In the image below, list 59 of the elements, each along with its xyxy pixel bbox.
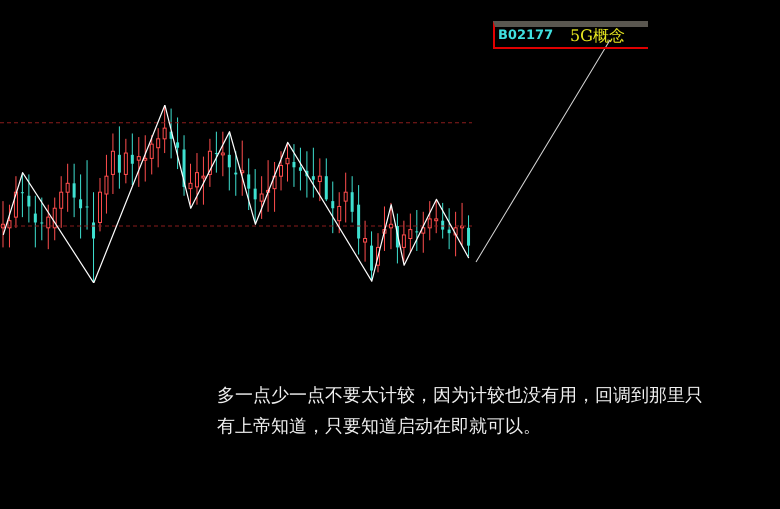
candlestick: [415, 210, 418, 252]
candlestick: [162, 105, 167, 154]
candlestick: [214, 131, 218, 174]
candlestick: [312, 147, 315, 198]
candlestick: [402, 220, 406, 262]
candlestick: [428, 200, 432, 241]
candlestick: [298, 147, 302, 191]
candlestick: [20, 172, 24, 218]
candlestick: [388, 202, 393, 250]
candlestick: [285, 142, 290, 182]
candlestick: [104, 154, 108, 214]
candlestick: [208, 138, 212, 188]
candlestick: [254, 168, 257, 223]
candlestick: [7, 204, 12, 248]
candlestick: [79, 174, 82, 239]
candlestick: [40, 197, 44, 241]
candlestick: [434, 198, 438, 234]
candlestick: [72, 163, 76, 218]
candlestick: [136, 136, 141, 188]
candlestick: [130, 132, 134, 186]
candlestick: [118, 126, 121, 190]
candlestick: [350, 176, 354, 223]
candlestick: [188, 163, 193, 206]
candlestick: [260, 176, 264, 220]
candlestick: [156, 128, 160, 168]
candlestick: [52, 197, 57, 241]
candlestick: [460, 202, 464, 246]
candlestick: [176, 116, 180, 170]
candlestick: [34, 195, 37, 248]
candlestick: [279, 150, 284, 191]
candlestick: [201, 156, 206, 206]
candlestick: [27, 174, 30, 223]
candlestick: [150, 134, 154, 175]
candlestick: [363, 220, 368, 262]
candlestick: [467, 214, 470, 257]
candlestick: [324, 158, 328, 202]
candlestick: [66, 163, 70, 212]
candlestick: [110, 132, 115, 194]
candlestick: [194, 152, 199, 206]
candlestick: [331, 181, 334, 234]
candlestick: [344, 172, 348, 223]
candlestick: [92, 192, 96, 283]
text: 多一点少一点不要太计较，因为计较也没有用，回调到那里只有上帝知道，只要知道启动在即就可以。: [217, 384, 704, 439]
candlestick: [234, 150, 238, 196]
candlestick: [220, 131, 225, 177]
candlestick: [448, 208, 451, 250]
candlestick: [337, 192, 342, 234]
candlestick: [408, 213, 412, 254]
candlestick: [86, 160, 89, 230]
candlestick: [46, 204, 50, 250]
candlestick: [441, 202, 444, 239]
candlestick: [318, 158, 322, 202]
candlestick: [292, 144, 296, 188]
candlestick: [247, 158, 250, 211]
candlestick: [228, 131, 231, 191]
candlestick: [124, 138, 128, 184]
text: B02177: [498, 28, 554, 43]
candlestick: [59, 176, 64, 228]
text: 5G概念: [570, 26, 625, 47]
